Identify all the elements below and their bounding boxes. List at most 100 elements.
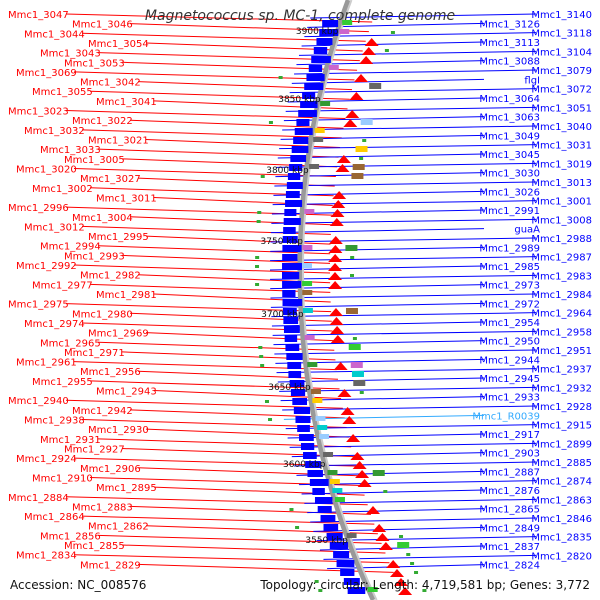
leader-line [145, 428, 349, 438]
kbp-tick-label: 3850 kbp [278, 95, 321, 105]
reverse-annotation [369, 83, 382, 89]
forward-annotation [302, 263, 313, 268]
forward-gene [347, 587, 366, 594]
forward-annotation [310, 389, 321, 394]
leader-line [274, 181, 537, 187]
reverse-annotation [345, 308, 358, 314]
forward-gene [302, 92, 316, 99]
forward-gene [304, 83, 324, 90]
forward-gene [282, 245, 302, 252]
forward-annotation [328, 65, 339, 70]
gene-label: Mmc1_3042 [80, 78, 141, 89]
feature-marker [289, 508, 294, 511]
forward-gene [308, 65, 323, 72]
leader-line [129, 119, 344, 129]
gene-label: Mmc1_2862 [88, 522, 149, 533]
feature-marker [278, 76, 283, 79]
leader-line [145, 525, 378, 535]
gene-label: guaA [514, 225, 540, 236]
gene-label: Mmc1_2930 [88, 425, 149, 436]
reverse-gene [357, 479, 372, 487]
gene-label: Mmc1_3088 [479, 57, 540, 68]
leader-line [282, 405, 537, 411]
reverse-gene [365, 506, 380, 514]
forward-annotation [307, 362, 318, 367]
reverse-gene [398, 587, 413, 595]
leader-line [272, 200, 537, 206]
gene-label: Mmc1_3011 [96, 193, 157, 204]
forward-gene [298, 110, 317, 117]
reverse-annotation [350, 362, 363, 368]
feature-marker [260, 364, 265, 367]
gene-label: Mmc1_2944 [479, 355, 540, 366]
forward-gene [282, 272, 300, 279]
forward-gene [306, 74, 325, 81]
feature-marker [314, 580, 319, 583]
gene-label: Mmc1_3031 [531, 141, 592, 152]
gene-label: Mmc1_2992 [16, 261, 77, 272]
leader-line [327, 564, 485, 570]
gene-label: Mmc1_2994 [40, 242, 101, 253]
gene-label: Mmc1_2956 [80, 367, 141, 378]
reverse-annotation [352, 164, 365, 170]
forward-gene [282, 308, 297, 315]
gene-label: Mmc1_R0039 [472, 411, 540, 422]
leader-line [294, 69, 537, 75]
leader-line [307, 508, 485, 514]
gene-label: Mmc1_2945 [479, 374, 540, 385]
leader-line [271, 218, 537, 224]
gene-label: Mmc1_3079 [531, 66, 592, 77]
leader-line [275, 172, 485, 178]
forward-annotation [327, 470, 338, 475]
reverse-gene [337, 389, 352, 397]
gene-label: Mmc1_3027 [80, 174, 141, 185]
forward-annotation [302, 245, 313, 250]
gene-label: Mmc1_3030 [479, 169, 540, 180]
gene-label: Mmc1_3012 [24, 222, 85, 233]
reverse-annotation [360, 119, 373, 125]
gene-label: Mmc1_2982 [80, 271, 141, 282]
gene-label: Mmc1_2991 [479, 206, 540, 217]
gene-label: Mmc1_2910 [32, 473, 93, 484]
forward-gene [282, 263, 302, 270]
forward-annotation [319, 434, 330, 439]
gene-label: Mmc1_3047 [8, 10, 69, 21]
feature-marker [350, 256, 355, 259]
forward-gene [292, 398, 308, 405]
forward-gene [343, 578, 360, 585]
leader-line [274, 349, 537, 355]
forward-gene [312, 488, 325, 495]
reverse-annotation [351, 371, 364, 377]
forward-gene [317, 506, 332, 513]
leader-line [289, 88, 537, 94]
forward-gene [316, 38, 333, 45]
leader-line [89, 380, 340, 390]
feature-marker [259, 355, 264, 358]
forward-gene [289, 380, 305, 387]
gene-label: Mmc1_2955 [32, 377, 93, 388]
gene-label: Mmc1_3023 [8, 107, 69, 118]
gene-label: Mmc1_3044 [24, 29, 85, 40]
gene-label: Mmc1_3019 [531, 159, 592, 170]
gene-label: Mmc1_3043 [40, 49, 101, 60]
gene-label: Mmc1_3055 [32, 87, 93, 98]
forward-annotation [313, 137, 324, 142]
forward-gene [295, 416, 311, 423]
forward-annotation [315, 416, 326, 421]
reverse-gene [330, 209, 345, 217]
feature-marker [399, 535, 404, 538]
gene-label: Mmc1_2932 [531, 383, 592, 394]
feature-marker [384, 49, 389, 52]
kbp-tick-label: 3800 kbp [266, 166, 309, 176]
forward-annotation [302, 308, 313, 313]
kbp-tick-label: 3550 kbp [305, 536, 348, 546]
reverse-gene [393, 578, 408, 586]
gene-label: Mmc1_2989 [479, 243, 540, 254]
gene-labels: Mmc1_3047Mmc1_3046Mmc1_3044Mmc1_3054Mmc1… [8, 10, 592, 572]
forward-gene [296, 119, 310, 126]
reverse-gene [329, 218, 344, 226]
reverse-gene [352, 461, 367, 469]
gene-label: Mmc1_2924 [16, 454, 77, 465]
feature-marker [390, 31, 395, 34]
